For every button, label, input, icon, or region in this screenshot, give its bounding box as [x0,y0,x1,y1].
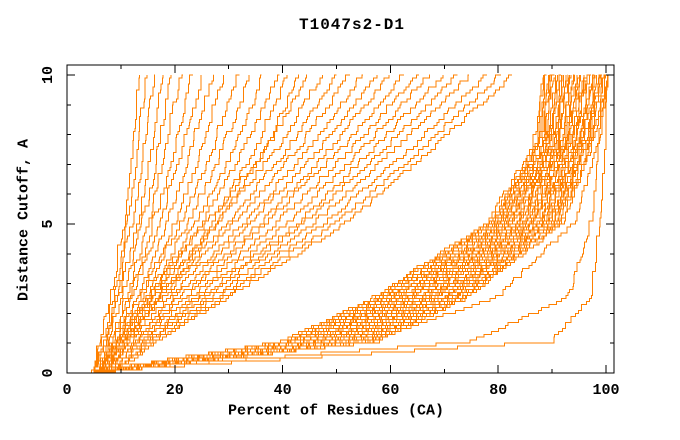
y-axis-title: Distance Cutoff, A [15,138,33,302]
x-tick-label: 80 [489,382,507,399]
x-tick-label: 0 [62,382,71,399]
model-curve [115,74,512,373]
chart-title: T1047s2-D1 [298,16,406,34]
model-curve [112,74,470,373]
model-curve [93,75,172,373]
model-curve [98,75,609,373]
model-curve [109,74,458,373]
y-tick-label: 10 [40,66,57,84]
y-tick-label: 5 [40,219,57,228]
model-curve [96,75,323,373]
y-tick-label: 0 [40,368,57,377]
model-curve [98,75,202,373]
model-curve [93,75,545,373]
model-curve [103,74,575,373]
tick-labels-layer: 0 20 40 60 80 100 0 5 10 [40,66,620,399]
model-curves-layer [90,74,609,373]
model-curve [93,75,608,373]
plot-border [66,64,615,374]
x-axis-title: Percent of Residues (CA) [227,402,445,420]
model-curve [115,74,501,373]
model-curve [109,74,595,373]
x-tick-label: 40 [274,382,292,399]
model-curve [101,74,364,373]
model-curve [113,74,608,373]
model-curve [111,74,602,373]
model-curve [109,75,444,373]
model-curve [90,75,148,373]
model-curve [93,75,164,373]
model-curve [112,74,602,373]
x-tick-label: 100 [592,382,619,399]
model-curve [96,74,193,373]
model-curve [104,75,581,373]
model-curve [98,75,225,373]
axes-layer [66,64,615,374]
model-curve [98,74,337,373]
model-curve [112,74,488,373]
x-tick-label: 60 [381,382,399,399]
model-curve [98,74,214,373]
model-curve [98,74,350,373]
x-tick-label: 20 [166,382,184,399]
model-curve [90,75,140,373]
model-curve [93,75,609,373]
model-curve [106,74,419,373]
model-curve [102,75,570,373]
